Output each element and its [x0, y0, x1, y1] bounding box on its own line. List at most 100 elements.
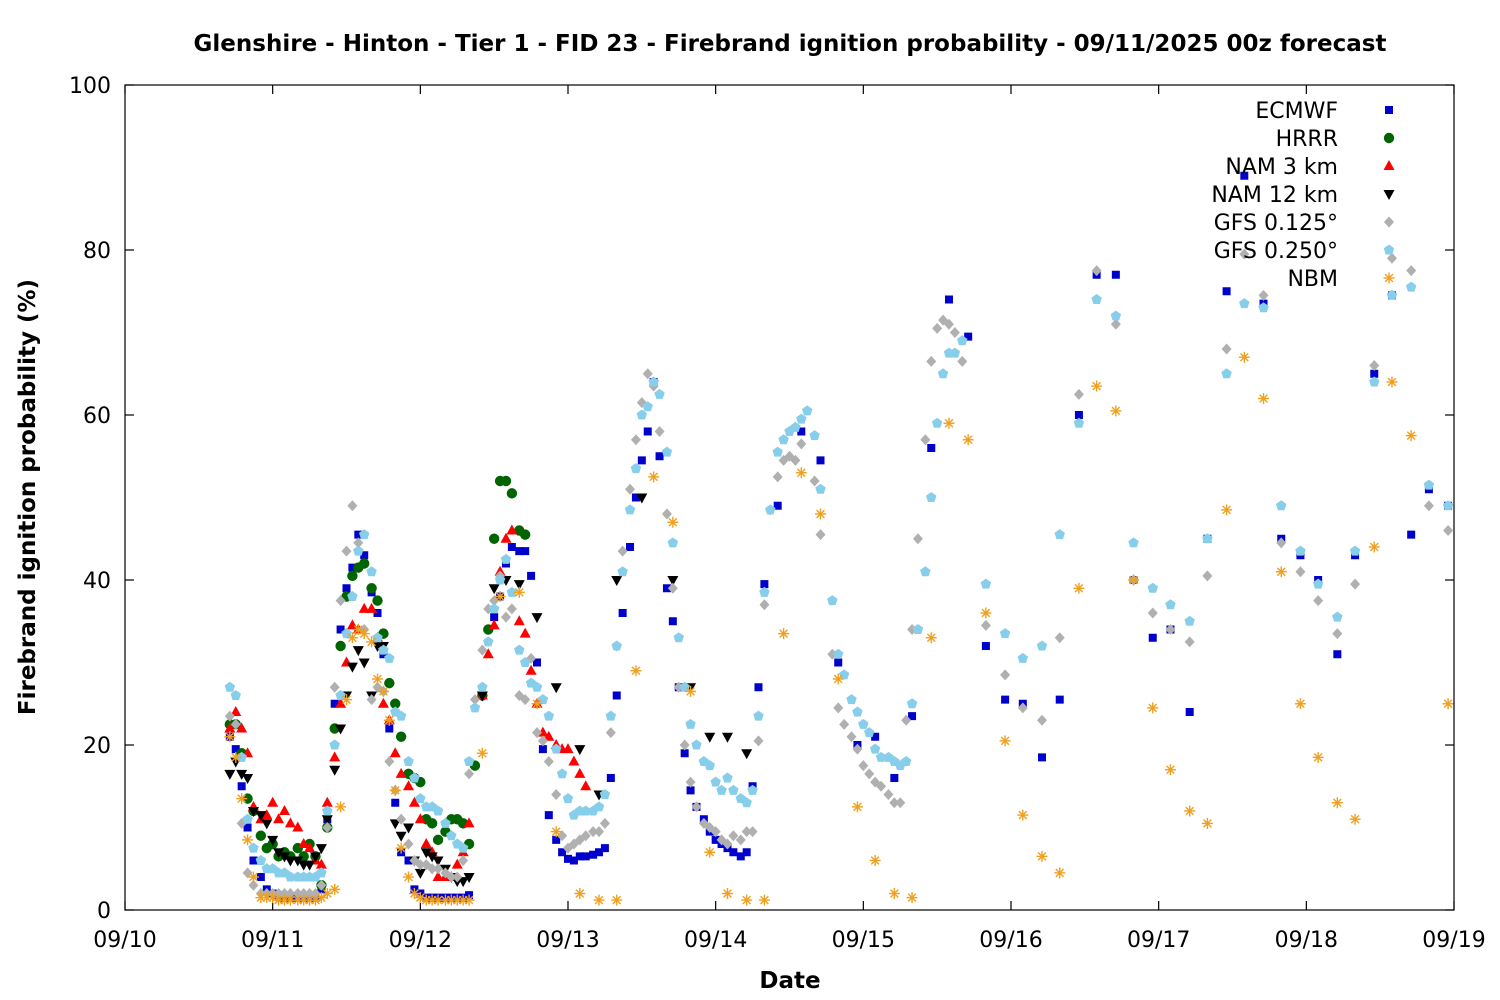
point-nbm [999, 735, 1011, 747]
point-gfs-0-125 [926, 355, 937, 367]
point-nbm [593, 894, 605, 906]
point-nbm [1073, 582, 1085, 594]
point-gfs-0-125 [912, 533, 923, 545]
point-gfs-0-125 [415, 859, 426, 871]
point-nbm [1349, 813, 1361, 825]
point-gfs-0-125 [772, 471, 783, 483]
point-nbm [667, 516, 679, 528]
point-gfs-0-125 [1091, 265, 1102, 277]
point-gfs-0-125 [852, 743, 863, 755]
point-nbm [408, 888, 420, 899]
point-nam-12-km [335, 724, 347, 735]
point-gfs-0-250 [469, 702, 481, 713]
point-gfs-0-125 [446, 871, 457, 883]
point-ecmwf [711, 835, 720, 844]
point-nam-3-km [358, 602, 370, 613]
point-gfs-0-125 [943, 318, 954, 330]
point-gfs-0-250 [531, 681, 543, 692]
point-gfs-0-125 [335, 595, 346, 607]
point-gfs-0-250 [949, 347, 961, 358]
point-gfs-0-125 [753, 735, 764, 747]
point-ecmwf [1370, 369, 1379, 378]
point-gfs-0-125 [980, 619, 991, 631]
point-gfs-0-250 [1369, 376, 1380, 387]
chart-title: Glenshire - Hinton - Tier 1 - FID 23 - F… [194, 31, 1387, 57]
point-gfs-0-125 [815, 529, 826, 541]
point-gfs-0-125 [920, 434, 931, 446]
legend-label-hrrr: HRRR [1276, 127, 1338, 152]
point-gfs-0-125 [588, 826, 599, 838]
point-ecmwf [330, 699, 339, 708]
point-nbm [1164, 764, 1176, 776]
point-gfs-0-125 [242, 867, 253, 879]
point-gfs-0-250 [440, 817, 451, 828]
point-hrrr [506, 488, 518, 499]
point-hrrr [347, 570, 358, 582]
x-tick-label: 09/18 [1275, 928, 1338, 953]
point-gfs-0-125 [551, 789, 562, 800]
point-gfs-0-125 [506, 603, 517, 615]
point-ecmwf [773, 501, 782, 510]
point-gfs-0-250 [796, 413, 807, 424]
legend: ECMWF HRRR NAM 3 km NAM 12 km GFS 0.125° GFS … [1211, 99, 1395, 292]
x-axis-label: Date [759, 968, 820, 994]
point-ecmwf [964, 332, 973, 341]
point-gfs-0-250 [1239, 298, 1250, 309]
point-gfs-0-250 [230, 690, 241, 700]
point-nbm [815, 508, 827, 520]
x-tick-label: 09/19 [1422, 928, 1485, 953]
point-nam-12-km [704, 732, 716, 743]
point-gfs-0-250 [403, 756, 414, 766]
point-gfs-0-250 [937, 368, 949, 379]
point-gfs-0-250 [809, 430, 820, 441]
point-nbm [513, 586, 525, 598]
point-gfs-0-125 [661, 508, 672, 520]
point-gfs-0-250 [875, 751, 887, 762]
point-nam-3-km [335, 697, 347, 708]
point-ecmwf [686, 786, 695, 795]
point-ecmwf [404, 856, 413, 865]
point-gfs-0-250 [599, 789, 611, 799]
x-tick-label: 09/13 [536, 928, 599, 953]
point-gfs-0-125 [1239, 248, 1250, 260]
point-gfs-0-250 [316, 867, 327, 878]
point-nam-3-km [304, 842, 316, 853]
legend-marker-nam-3-km [1383, 160, 1395, 170]
point-ecmwf [1038, 753, 1047, 762]
point-nbm [321, 888, 333, 899]
point-nbm [1312, 751, 1324, 763]
point-nam-3-km [236, 722, 248, 733]
point-nbm [704, 846, 716, 858]
point-gfs-0-250 [593, 801, 605, 812]
point-nbm [778, 628, 790, 640]
point-gfs-0-125 [710, 826, 721, 838]
point-gfs-0-125 [1073, 388, 1084, 400]
point-ecmwf [1185, 708, 1194, 716]
point-gfs-0-250 [322, 805, 333, 816]
point-nbm [888, 888, 900, 899]
point-gfs-0-125 [458, 855, 469, 866]
point-ecmwf [373, 609, 382, 617]
point-nam-3-km [230, 706, 242, 716]
point-gfs-0-125 [322, 822, 333, 833]
point-nbm [1331, 797, 1343, 809]
point-ecmwf [1001, 695, 1010, 704]
plot-frame [124, 84, 1455, 911]
point-nbm [1386, 376, 1398, 388]
point-gfs-0-250 [790, 421, 801, 432]
point-gfs-0-250 [642, 401, 653, 412]
point-hrrr [395, 731, 407, 742]
point-gfs-0-125 [248, 879, 259, 891]
legend-label-ecmwf: ECMWF [1255, 99, 1338, 124]
point-gfs-0-250 [852, 706, 863, 717]
point-gfs-0-125 [537, 735, 548, 747]
point-ecmwf [564, 854, 572, 863]
point-ecmwf [354, 530, 363, 539]
point-gfs-0-250 [242, 813, 253, 824]
point-gfs-0-125 [464, 768, 475, 780]
point-nbm [463, 894, 475, 906]
point-gfs-0-250 [661, 446, 673, 457]
point-gfs-0-125 [433, 863, 444, 875]
point-gfs-0-250 [550, 743, 562, 754]
point-ecmwf [981, 642, 990, 650]
